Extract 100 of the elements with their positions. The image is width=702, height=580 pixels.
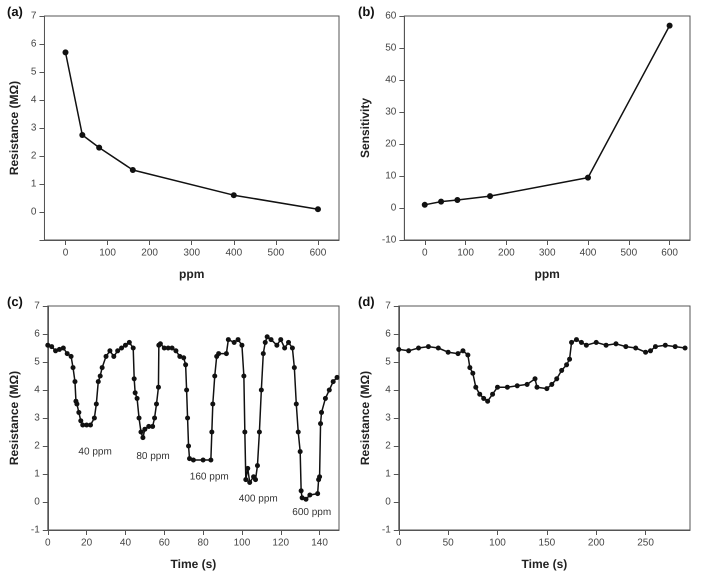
y-tick-label: 1 [30, 178, 37, 190]
x-tick-label: 200 [498, 248, 516, 258]
point [514, 383, 520, 388]
point [666, 22, 673, 29]
point [422, 202, 428, 208]
y-tick-label: 4 [34, 384, 40, 396]
chart-title: (a) [7, 4, 23, 19]
y-tick-label: -10 [382, 234, 397, 246]
y-tick-label: 1 [385, 468, 392, 480]
chart-title: (d) [358, 294, 375, 309]
point [564, 362, 570, 368]
point [426, 344, 431, 350]
x-tick-label: 400 [580, 248, 597, 258]
point [532, 376, 538, 382]
point [569, 340, 574, 345]
chart-title: (b) [358, 4, 375, 19]
y-tick-label: 20 [385, 138, 397, 150]
point [314, 206, 321, 212]
point [495, 384, 500, 390]
point [473, 384, 478, 390]
y-tick-label: 5 [30, 66, 37, 78]
x-tick-label: 40 [120, 538, 132, 548]
x-tick-label: 250 [637, 538, 654, 548]
x-tick-label: 80 [198, 538, 210, 548]
annotation: 80 ppm [136, 451, 170, 462]
y-tick-label: 5 [385, 356, 392, 368]
y-tick-label: 7 [30, 10, 37, 22]
y-tick-label: 0 [385, 496, 392, 508]
point [406, 348, 412, 354]
point [446, 350, 451, 355]
y-tick-label: 7 [385, 300, 392, 312]
point [416, 346, 422, 350]
annotation: 600 ppm [292, 507, 332, 518]
x-tick-label: 600 [661, 248, 678, 258]
x-tick-label: 300 [538, 248, 556, 258]
point [396, 346, 402, 352]
y-tick-label: 30 [385, 106, 397, 118]
x-tick-label: 0 [62, 248, 69, 258]
x-axis-title: ppm [534, 267, 560, 281]
x-tick-label: 100 [457, 248, 474, 258]
point [672, 344, 678, 350]
y-tick-label: 4 [30, 94, 37, 106]
y-tick-label: 10 [385, 170, 397, 182]
y-tick-label: 3 [30, 122, 37, 134]
point [584, 342, 589, 348]
y-axis-title: Resistance (MΩ) [7, 370, 21, 466]
y-tick-label: 0 [30, 206, 37, 218]
x-tick-label: 500 [620, 248, 638, 258]
y-tick-label: 3 [385, 412, 392, 424]
point [549, 382, 554, 387]
point [574, 337, 579, 342]
x-tick-label: 0 [45, 538, 52, 548]
point [594, 340, 599, 345]
point [554, 376, 560, 382]
y-tick-label: 7 [34, 300, 40, 312]
point [524, 382, 530, 387]
point [623, 344, 628, 350]
point [438, 198, 444, 205]
x-tick-label: 100 [234, 538, 251, 548]
y-tick-label: 0 [390, 202, 397, 214]
point [534, 384, 540, 390]
point [477, 392, 482, 397]
y-tick-label: 50 [385, 42, 397, 54]
point [62, 49, 68, 56]
y-tick-label: 6 [34, 328, 40, 340]
point [460, 348, 466, 354]
x-tick-label: 20 [81, 538, 93, 548]
point [559, 368, 564, 373]
x-axis-title: Time (s) [521, 557, 568, 571]
x-tick-label: 50 [442, 538, 454, 548]
point [567, 356, 572, 362]
x-tick-label: 140 [311, 538, 328, 548]
y-axis-title: Resistance (MΩ) [358, 370, 372, 466]
point [584, 174, 591, 181]
y-tick-label: 2 [385, 440, 392, 452]
point [544, 386, 550, 392]
point [613, 341, 618, 346]
point [682, 346, 688, 350]
point [79, 132, 86, 138]
y-tick-label: -1 [382, 524, 392, 536]
y-tick-label: 2 [30, 150, 37, 162]
x-tick-label: 60 [158, 538, 170, 548]
y-tick-label: -1 [30, 524, 40, 536]
point [604, 342, 609, 348]
x-tick-label: 100 [489, 538, 506, 548]
chart-title: (c) [7, 294, 23, 309]
y-tick-label: 0 [34, 496, 40, 508]
y-tick-label: 5 [34, 356, 40, 368]
x-tick-label: 100 [99, 248, 116, 258]
x-axis-title: ppm [179, 267, 204, 281]
x-tick-label: 0 [422, 248, 428, 258]
point [481, 396, 486, 401]
point [643, 350, 648, 355]
x-axis-title: Time (s) [170, 557, 216, 571]
x-tick-label: 120 [272, 538, 290, 548]
point [633, 346, 638, 350]
y-axis-title: Resistance (MΩ) [7, 80, 21, 176]
point [490, 392, 496, 397]
x-tick-label: 400 [225, 248, 243, 258]
y-tick-label: 4 [385, 384, 392, 396]
